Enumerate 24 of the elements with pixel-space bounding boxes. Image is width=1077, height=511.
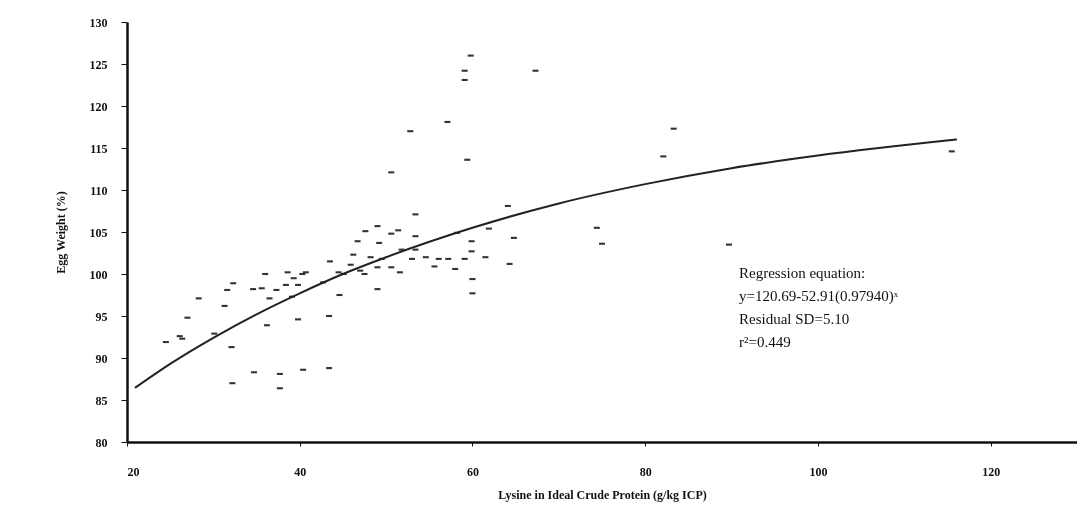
y-tick-label: 115 [90,141,108,156]
y-tick-label: 85 [95,393,108,408]
x-axis-title: Lysine in Ideal Crude Protein (g/kg ICP) [498,487,707,502]
x-tick-label: 120 [982,464,1001,479]
y-tick-label: 110 [90,183,108,198]
annotation: y=120.69-52.91(0.97940)ˣ [739,288,899,305]
y-tick-label: 80 [95,435,108,450]
line-series [134,138,958,389]
annotation: Residual SD=5.10 [739,311,850,327]
y-axis-title: Egg Weight (%) [53,191,68,274]
y-tick-label: 90 [95,351,108,366]
y-tick-label: 95 [95,309,108,324]
x-tick-label: 60 [466,464,479,479]
y-tick-label: 100 [89,267,108,282]
annotation: Regression equation: [739,265,866,281]
y-tick-label: 125 [89,57,108,72]
x-tick-label: 100 [809,464,828,479]
y-tick-label: 105 [89,225,108,240]
x-tick-label: 80 [639,464,652,479]
x-tick-label: 20 [127,464,140,479]
annotation: r²=0.449 [739,334,791,350]
x-tick-label: 40 [294,464,307,479]
y-tick-label: 130 [89,15,108,30]
y-tick-label: 120 [89,99,108,114]
